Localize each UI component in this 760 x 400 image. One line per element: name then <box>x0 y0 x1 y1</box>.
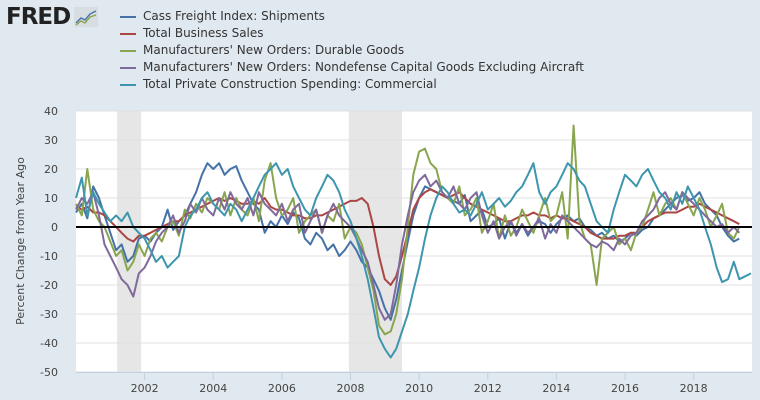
legend-label: Manufacturers' New Orders: Durable Goods <box>143 43 405 57</box>
legend-swatch <box>120 15 136 18</box>
x-tick-label: 2006 <box>268 382 296 395</box>
x-tick-label: 2018 <box>680 382 708 395</box>
legend-label: Manufacturers' New Orders: Nondefense Ca… <box>143 60 584 74</box>
x-tick-label: 2014 <box>542 382 570 395</box>
y-axis-title: Percent Change from Year Ago <box>14 157 27 325</box>
chart-trend-icon <box>74 7 99 27</box>
legend-swatch <box>120 49 136 52</box>
y-tick-label: -30 <box>40 308 58 321</box>
chart-legend: Cass Freight Index: Shipments Total Busi… <box>120 8 584 93</box>
series-line-5 <box>75 162 752 359</box>
x-tick-label: 2002 <box>131 382 159 395</box>
plot-area <box>76 111 752 372</box>
legend-swatch <box>120 66 136 69</box>
legend-swatch <box>120 83 136 86</box>
legend-item[interactable]: Cass Freight Index: Shipments <box>120 8 584 25</box>
x-tick-label: 2010 <box>405 382 433 395</box>
series-line-4 <box>75 173 741 321</box>
x-tick-label: 2004 <box>199 382 227 395</box>
legend-label: Total Private Construction Spending: Com… <box>143 77 437 91</box>
y-tick-label: 20 <box>44 163 58 176</box>
y-tick-label: 30 <box>44 134 58 147</box>
y-tick-label: -50 <box>40 366 58 379</box>
legend-swatch <box>120 32 136 35</box>
legend-item[interactable]: Manufacturers' New Orders: Nondefense Ca… <box>120 59 584 76</box>
legend-item[interactable]: Total Private Construction Spending: Com… <box>120 76 584 93</box>
y-tick-label: -10 <box>40 250 58 263</box>
fred-logo[interactable]: FRED <box>6 4 99 30</box>
fred-logo-text: FRED <box>6 4 71 30</box>
legend-item[interactable]: Manufacturers' New Orders: Durable Goods <box>120 42 584 59</box>
y-tick-label: 40 <box>44 105 58 118</box>
legend-item[interactable]: Total Business Sales <box>120 25 584 42</box>
x-tick-label: 2016 <box>611 382 639 395</box>
y-tick-label: -20 <box>40 279 58 292</box>
y-tick-label: -40 <box>40 337 58 350</box>
y-tick-label: 0 <box>51 221 58 234</box>
legend-label: Cass Freight Index: Shipments <box>143 9 325 23</box>
x-tick-label: 2012 <box>474 382 502 395</box>
x-tick-label: 2008 <box>337 382 365 395</box>
y-tick-label: 10 <box>44 192 58 205</box>
legend-label: Total Business Sales <box>143 26 264 40</box>
